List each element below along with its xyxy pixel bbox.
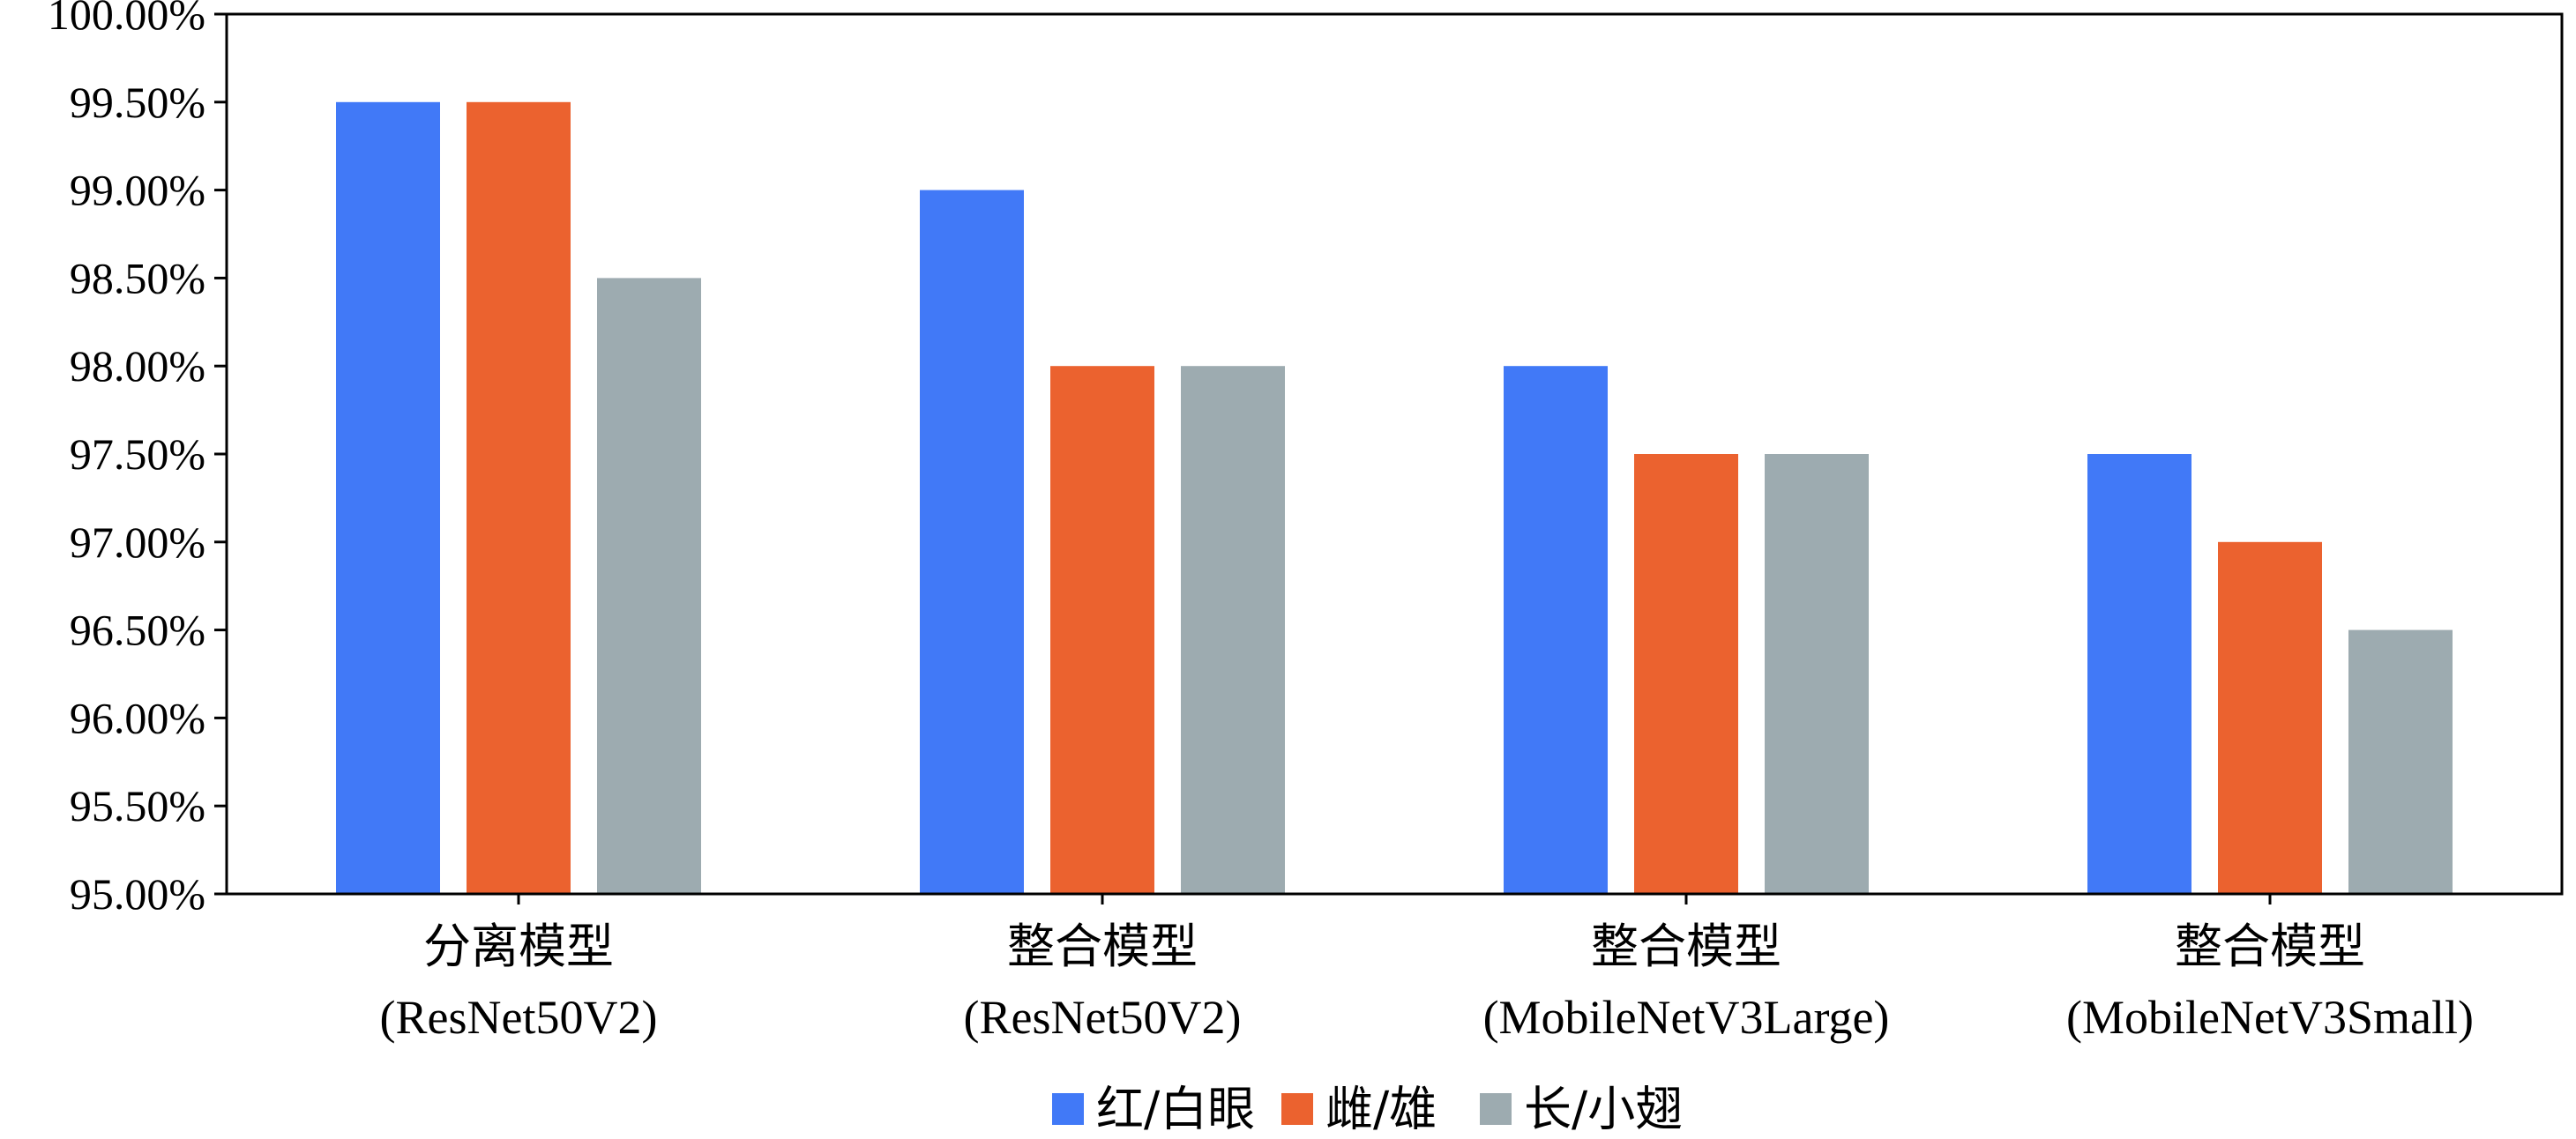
x-category-label: (ResNet50V2) bbox=[964, 991, 1242, 1044]
legend-swatch bbox=[1281, 1093, 1313, 1125]
legend-label: 红/白眼 bbox=[1096, 1082, 1255, 1137]
bar bbox=[1504, 366, 1608, 894]
bar bbox=[597, 278, 701, 894]
y-tick-label: 100.00% bbox=[48, 0, 205, 39]
plot-frame bbox=[225, 12, 2564, 896]
x-category-label: (MobileNetV3Small) bbox=[2066, 991, 2474, 1044]
legend: 红/白眼 雌/雄 长/小翅 bbox=[1052, 1082, 1683, 1137]
bar bbox=[2218, 541, 2322, 894]
bar bbox=[2087, 454, 2191, 894]
legend-label: 长/小翅 bbox=[1524, 1082, 1683, 1137]
legend-swatch bbox=[1480, 1093, 1512, 1125]
bar bbox=[336, 101, 440, 895]
bar bbox=[920, 190, 1024, 895]
y-tick-label: 95.50% bbox=[70, 781, 205, 830]
y-tick-label: 96.50% bbox=[70, 606, 205, 655]
x-category-label: 整合模型 bbox=[1591, 919, 1781, 974]
y-tick-label: 95.00% bbox=[70, 869, 205, 919]
x-category-label: 整合模型 bbox=[1007, 919, 1198, 974]
y-axis: 95.00% 95.50% 96.00% 96.50% 97.00% 97.50% 98.0… bbox=[48, 0, 227, 919]
bar bbox=[1050, 366, 1154, 894]
x-category-label: 分离模型 bbox=[423, 919, 614, 974]
bar bbox=[1765, 454, 1869, 894]
y-tick-label: 99.00% bbox=[70, 166, 205, 215]
bar bbox=[1634, 454, 1738, 894]
bar bbox=[2348, 629, 2453, 894]
bars-group bbox=[336, 101, 2453, 895]
y-tick-label: 98.50% bbox=[70, 253, 205, 302]
y-tick-label: 96.00% bbox=[70, 693, 205, 742]
y-tick-label: 97.00% bbox=[70, 517, 205, 567]
x-category-label: 整合模型 bbox=[2175, 919, 2365, 974]
legend-label: 雌/雄 bbox=[1325, 1082, 1437, 1137]
x-category-label: (MobileNetV3Large) bbox=[1483, 991, 1890, 1044]
x-category-label: (ResNet50V2) bbox=[380, 991, 658, 1044]
y-tick-label: 98.00% bbox=[70, 341, 205, 391]
legend-swatch bbox=[1052, 1093, 1084, 1125]
bar bbox=[467, 101, 571, 895]
x-axis: 分离模型 (ResNet50V2) 整合模型 (ResNet50V2) 整合模型 (Mob… bbox=[380, 894, 2474, 1044]
bar bbox=[1181, 366, 1285, 894]
y-tick-label: 97.50% bbox=[70, 429, 205, 479]
y-tick-label: 99.50% bbox=[70, 78, 205, 127]
